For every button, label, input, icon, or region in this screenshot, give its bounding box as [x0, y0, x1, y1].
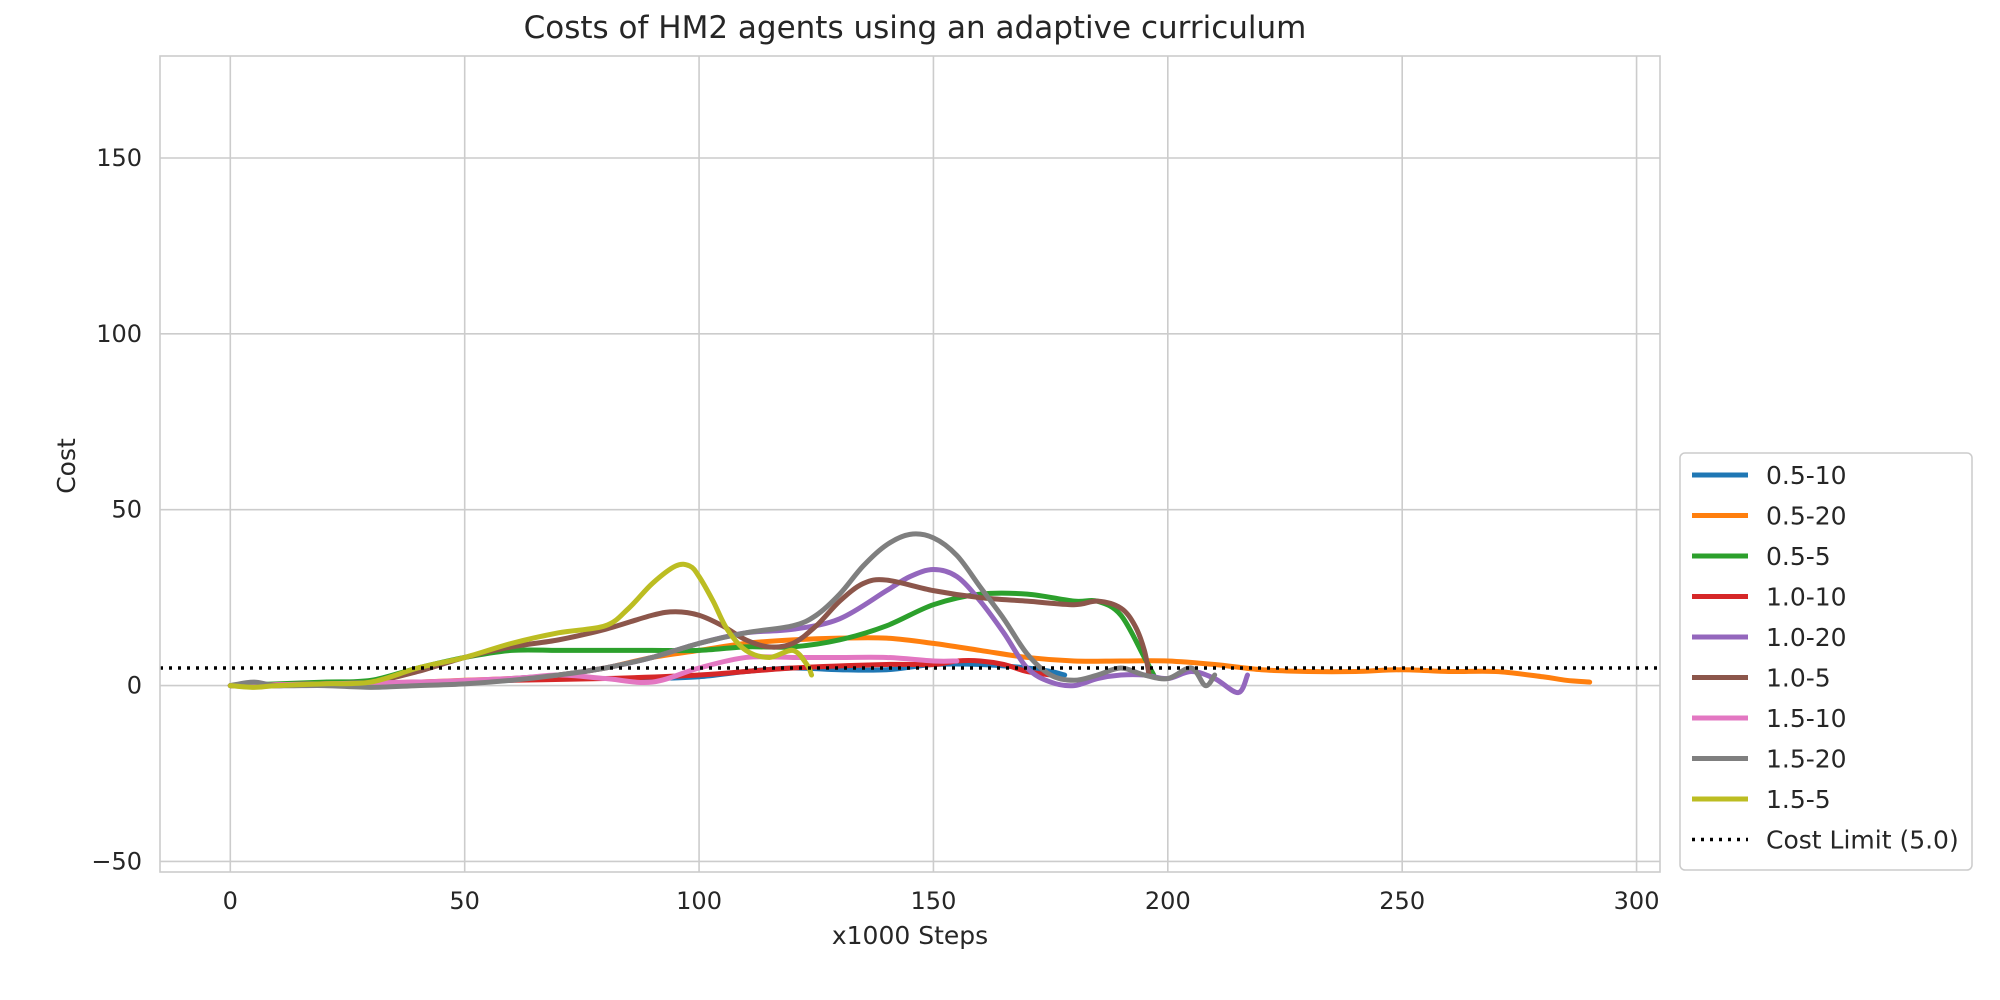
x-tick-label: 0 — [223, 887, 238, 915]
x-tick-label: 250 — [1379, 887, 1425, 915]
y-tick-label: 0 — [127, 672, 142, 700]
x-tick-label: 200 — [1145, 887, 1191, 915]
legend-label: 1.0-20 — [1766, 623, 1847, 652]
y-tick-label: −50 — [91, 847, 142, 875]
series-line-1.5-10 — [227, 654, 960, 689]
y-axis-title: Cost — [52, 438, 81, 494]
x-tick-label: 150 — [911, 887, 957, 915]
series-line-1.5-5 — [227, 561, 815, 690]
y-tick-label: 150 — [96, 144, 142, 172]
legend-label: 1.5-20 — [1766, 745, 1847, 774]
legend-label: 1.0-5 — [1766, 664, 1831, 693]
legend-label: 0.5-20 — [1766, 502, 1847, 531]
y-tick-label: 50 — [111, 496, 142, 524]
legend-label: 0.5-10 — [1766, 461, 1847, 490]
ticks: 0 50 100 150 200 250 300 −50 0 50 100 150 — [91, 144, 1659, 915]
x-axis-title: x1000 Steps — [832, 921, 988, 950]
x-tick-label: 50 — [449, 887, 480, 915]
x-tick-label: 100 — [676, 887, 722, 915]
legend-label: 1.5-5 — [1766, 785, 1831, 814]
plot-area — [160, 531, 1660, 696]
legend-label: 1.0-10 — [1766, 583, 1847, 612]
legend-label: 1.5-10 — [1766, 704, 1847, 733]
legend-box — [1679, 452, 1973, 871]
legend-label: Cost Limit (5.0) — [1766, 826, 1959, 855]
legend: 0.5-10 0.5-20 0.5-5 1.0-10 1.0-20 1.0-5 1.5-10… — [1679, 452, 1973, 871]
x-tick-label: 300 — [1614, 887, 1660, 915]
grid — [160, 56, 1660, 872]
plot-frame — [159, 55, 1661, 873]
chart-title: Costs of HM2 agents using an adaptive cu… — [524, 10, 1307, 46]
y-tick-label: 100 — [96, 320, 142, 348]
legend-label: 0.5-5 — [1766, 542, 1831, 571]
